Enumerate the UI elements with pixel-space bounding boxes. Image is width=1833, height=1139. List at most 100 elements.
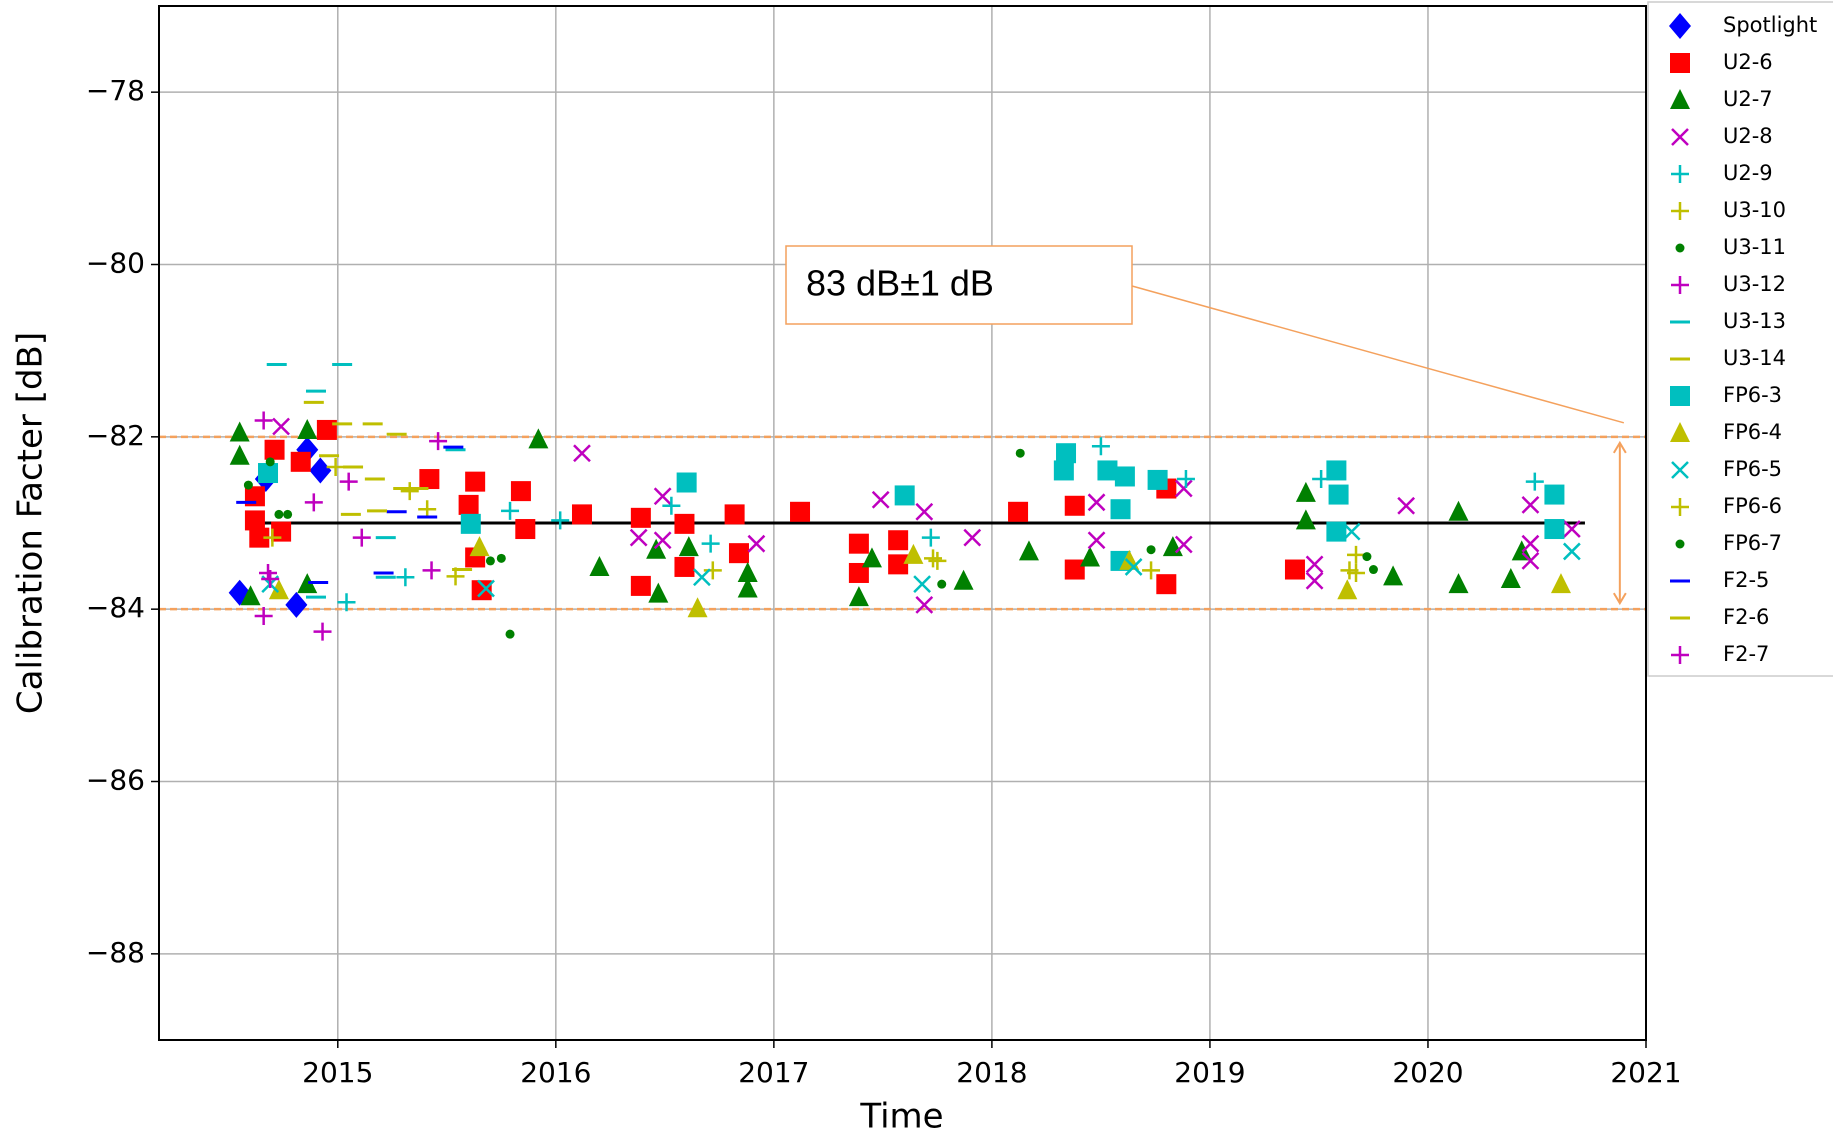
marker-plus — [339, 472, 358, 491]
marker-square — [1097, 460, 1118, 481]
marker-plus — [352, 528, 371, 547]
legend-label: F2-7 — [1723, 642, 1769, 666]
marker-square — [471, 580, 492, 601]
marker-square — [258, 463, 279, 484]
marker-plus — [662, 496, 681, 515]
marker-x — [1562, 542, 1581, 561]
marker-square — [1544, 519, 1565, 540]
marker-x — [1342, 522, 1361, 541]
marker-plus — [501, 501, 520, 520]
legend-label: Spotlight — [1723, 13, 1817, 37]
marker-triangle — [1295, 481, 1316, 502]
marker-square — [676, 472, 697, 493]
marker-square — [728, 543, 749, 564]
legend-marker — [1670, 89, 1690, 109]
legend-label: U3-12 — [1723, 272, 1786, 296]
marker-plus — [928, 551, 947, 570]
marker-x — [915, 502, 934, 521]
marker-plus — [304, 493, 323, 512]
legend-marker — [1671, 461, 1689, 479]
marker-triangle — [240, 585, 261, 606]
marker-x — [1397, 496, 1416, 515]
marker-x — [272, 417, 290, 436]
marker-triangle — [297, 418, 318, 439]
x-tick-label: 2016 — [520, 1056, 591, 1089]
marker-plus — [1176, 470, 1195, 489]
marker-circle — [1015, 448, 1025, 458]
marker-plus — [261, 570, 280, 589]
x-tick-label: 2018 — [956, 1056, 1027, 1089]
marker-plus — [1142, 561, 1161, 580]
marker-square — [264, 439, 285, 460]
marker-x — [653, 531, 672, 550]
marker-square — [724, 504, 745, 525]
marker-triangle — [903, 543, 924, 564]
legend-label: F2-5 — [1723, 568, 1769, 592]
marker-plus — [1340, 561, 1359, 580]
marker-triangle — [229, 444, 250, 465]
x-axis-label: Time — [859, 1097, 943, 1137]
marker-triangle — [1500, 568, 1521, 589]
marker-x — [477, 579, 495, 598]
legend-label: U3-14 — [1723, 346, 1786, 370]
marker-square — [848, 533, 869, 554]
legend-label: U3-11 — [1723, 235, 1786, 259]
marker-square — [630, 507, 651, 528]
marker-square — [1110, 499, 1131, 520]
marker-square — [465, 471, 486, 492]
marker-triangle — [1448, 573, 1469, 594]
y-tick-label: −88 — [86, 936, 145, 969]
marker-plus — [1347, 545, 1366, 564]
marker-square — [510, 481, 531, 502]
marker-square — [460, 513, 481, 534]
marker-triangle — [1337, 579, 1358, 600]
legend-marker — [1671, 165, 1689, 183]
marker-x — [871, 490, 890, 509]
marker-square — [1147, 469, 1168, 490]
marker-triangle — [848, 586, 869, 607]
marker-square — [888, 554, 909, 575]
marker-circle — [1368, 565, 1378, 575]
marker-square — [1056, 443, 1077, 464]
marker-triangle — [1550, 573, 1571, 594]
legend-label: U2-7 — [1723, 87, 1773, 111]
legend-label: FP6-4 — [1723, 420, 1782, 444]
marker-square — [316, 419, 337, 440]
marker-square — [894, 485, 915, 506]
marker-triangle — [589, 555, 610, 576]
marker-x — [915, 595, 934, 614]
legend-marker — [1670, 53, 1690, 73]
marker-circle — [1146, 545, 1156, 555]
marker-plus — [924, 549, 943, 568]
legend-marker — [1671, 498, 1689, 516]
marker-triangle — [1080, 546, 1101, 567]
marker-plus — [921, 528, 940, 547]
marker-square — [1284, 559, 1305, 580]
annotation-connector — [1131, 285, 1625, 424]
marker-triangle — [268, 579, 289, 600]
marker-x — [1305, 571, 1324, 590]
marker-triangle — [737, 561, 758, 582]
marker-square — [674, 556, 695, 577]
marker-x — [693, 568, 711, 587]
marker-circle — [283, 509, 293, 519]
legend-marker — [1675, 539, 1685, 549]
marker-plus — [703, 561, 722, 580]
marker-x — [1521, 552, 1540, 570]
legend-marker — [1670, 386, 1690, 406]
y-axis-label: Calibration Facter [dB] — [11, 332, 51, 714]
marker-circle — [1362, 552, 1372, 562]
marker-plus — [701, 534, 720, 553]
legend-label: FP6-6 — [1723, 494, 1782, 518]
marker-triangle — [528, 428, 549, 449]
marker-plus — [326, 457, 345, 476]
legend-marker — [1671, 646, 1689, 664]
arrow-head — [1612, 440, 1627, 454]
y-tick-label: −80 — [86, 247, 145, 280]
marker-square — [630, 575, 651, 596]
x-tick-label: 2019 — [1174, 1056, 1245, 1089]
y-tick-label: −82 — [86, 419, 145, 452]
plot-frame — [158, 5, 1647, 1041]
marker-triangle — [1448, 500, 1469, 521]
y-tick-label: −84 — [86, 591, 145, 624]
